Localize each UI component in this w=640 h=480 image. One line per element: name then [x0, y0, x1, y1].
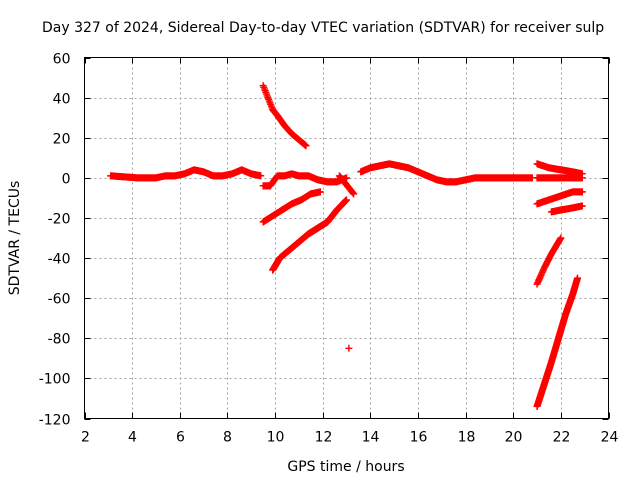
y-tick-label: 60: [53, 52, 71, 68]
chart-title: Day 327 of 2024, Sidereal Day-to-day VTE…: [42, 20, 604, 36]
data-point: [302, 142, 310, 150]
y-tick-label: -100: [39, 372, 71, 388]
y-tick-label: -120: [39, 413, 71, 429]
y-tick-label: -80: [48, 332, 71, 348]
data-point: [574, 274, 582, 282]
y-tick-label: 0: [62, 172, 71, 188]
x-tick-label: 20: [505, 430, 523, 446]
y-tick-label: -60: [48, 292, 71, 308]
x-axis-label: GPS time / hours: [287, 459, 404, 475]
x-tick-label: 6: [176, 430, 185, 446]
x-tick-label: 8: [223, 430, 232, 446]
x-tick-label: 12: [315, 430, 333, 446]
data-point: [578, 188, 586, 196]
y-tick-labels: -120 -100 -80 -60 -40 -20 0 20 40 60: [39, 52, 71, 429]
x-tick-label: 22: [553, 430, 571, 446]
y-tick-label: -20: [48, 212, 71, 228]
data-point: [350, 190, 358, 198]
data-point: [557, 234, 565, 242]
plot-frame: [84, 57, 609, 419]
x-tick-label: 2: [81, 430, 90, 446]
x-tick-label: 10: [267, 430, 285, 446]
data-point: [343, 196, 350, 204]
data-point: [316, 188, 324, 196]
data-point: [345, 344, 353, 352]
axis-ticks: [84, 57, 610, 420]
data-point: [257, 172, 265, 180]
x-tick-label: 14: [362, 430, 380, 446]
x-tick-label: 18: [458, 430, 476, 446]
y-axis-label: SDTVAR / TECUs: [7, 181, 23, 296]
x-tick-labels: 2 4 6 8 10 12 14 16 18 20 22 24: [81, 430, 618, 446]
y-tick-label: 20: [53, 132, 71, 148]
x-tick-label: 16: [410, 430, 428, 446]
grid-lines: [84, 57, 609, 419]
x-tick-label: 24: [601, 430, 619, 446]
y-tick-label: -40: [48, 252, 71, 268]
data-points: [107, 82, 586, 410]
y-tick-label: 40: [53, 92, 71, 108]
x-tick-label: 4: [128, 430, 137, 446]
data-point: [578, 202, 586, 210]
data-point: [578, 174, 586, 182]
